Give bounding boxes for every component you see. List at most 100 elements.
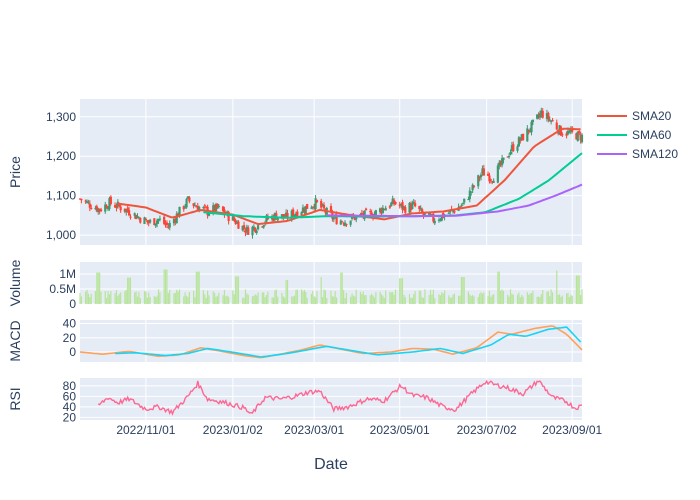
volume-bar — [389, 291, 391, 304]
macd-y-axis-label: MACD — [7, 320, 23, 361]
volume-bar — [214, 292, 216, 304]
x-tick-label: 2023/07/02 — [457, 423, 517, 437]
volume-bar — [421, 297, 423, 304]
candle-body — [400, 203, 403, 206]
candle-body — [294, 213, 298, 217]
candle-body — [300, 212, 303, 215]
candle-body — [388, 206, 391, 208]
volume-bar — [529, 293, 531, 304]
candle-body — [198, 207, 201, 212]
volume-bar — [323, 289, 325, 304]
candle-body — [540, 110, 543, 115]
volume-bar — [577, 275, 579, 304]
volume-bar — [195, 271, 197, 304]
candle-body — [113, 205, 117, 208]
candle-body — [499, 161, 502, 166]
candle-body — [178, 206, 181, 217]
volume-bar — [205, 297, 207, 304]
volume-bar — [295, 289, 297, 304]
volume-bar — [526, 292, 528, 304]
candle-body — [202, 207, 205, 209]
candle-body — [252, 226, 255, 229]
candle-body — [537, 115, 540, 117]
candle-body — [360, 213, 363, 216]
volume-bar — [365, 294, 367, 304]
candle-body — [339, 220, 342, 225]
rsi-y-tick-label: 20 — [63, 410, 77, 424]
legend-label-sma20[interactable]: SMA20 — [632, 109, 672, 123]
candle-body — [163, 216, 166, 224]
volume-bar — [442, 293, 444, 304]
macd-y-tick-label: 20 — [63, 331, 77, 345]
volume-bar — [282, 296, 284, 304]
volume-bar — [202, 290, 204, 304]
volume-bar — [467, 291, 470, 304]
candle-body — [470, 191, 473, 193]
candle-body — [565, 133, 568, 136]
volume-bar — [459, 295, 461, 304]
candle-body — [143, 217, 146, 225]
candle-body — [154, 223, 157, 226]
candle-body — [158, 218, 162, 220]
volume-bar — [106, 297, 108, 304]
candle-body — [409, 203, 413, 211]
volume-bar — [422, 297, 425, 304]
candle-body — [275, 213, 278, 220]
candle-body — [463, 198, 466, 203]
volume-bar — [208, 295, 210, 304]
volume-bar — [371, 293, 373, 304]
volume-bar — [124, 291, 126, 304]
volume-bar — [450, 297, 453, 304]
volume-bar — [233, 294, 235, 304]
candle-body — [172, 218, 176, 224]
candle-body — [144, 218, 148, 220]
candle-body — [580, 134, 584, 143]
volume-bar — [420, 290, 422, 304]
volume-bar — [192, 290, 195, 304]
volume-bar — [145, 291, 147, 304]
volume-bar — [473, 296, 475, 304]
candle-body — [95, 206, 98, 212]
legend-label-sma120[interactable]: SMA120 — [632, 147, 678, 161]
candle-body — [412, 201, 415, 204]
volume-bar — [463, 277, 465, 304]
volume-bar — [247, 294, 249, 304]
candle-body — [188, 197, 191, 202]
candle-body — [393, 200, 396, 204]
volume-bar — [257, 292, 259, 304]
volume-bar — [326, 298, 328, 304]
rsi-y-tick-label: 60 — [63, 389, 77, 403]
volume-bar — [79, 292, 81, 304]
volume-bar — [292, 296, 294, 304]
candle-body — [507, 155, 511, 157]
candle-body — [129, 216, 132, 218]
candle-body — [578, 131, 581, 134]
volume-bar — [521, 294, 523, 304]
volume-bar — [281, 292, 283, 304]
candle-body — [529, 130, 532, 132]
candle-body — [329, 206, 333, 213]
volume-bar — [519, 297, 521, 304]
volume-bar — [310, 293, 312, 304]
candle-body — [551, 120, 554, 122]
volume-bar — [518, 292, 520, 304]
candle-body — [106, 208, 110, 210]
volume-bar — [549, 296, 551, 304]
volume-bar — [251, 296, 254, 304]
volume-bar — [392, 292, 394, 304]
volume-bar — [313, 296, 315, 304]
legend-label-sma60[interactable]: SMA60 — [632, 128, 672, 142]
volume-bar — [382, 295, 384, 304]
volume-bar — [540, 294, 542, 304]
volume-bar — [330, 290, 332, 304]
volume-bar — [400, 278, 402, 304]
volume-bar — [439, 295, 441, 304]
volume-bar — [343, 289, 345, 304]
candle-body — [149, 219, 152, 223]
volume-bar — [264, 297, 266, 304]
candle-body — [290, 210, 293, 220]
candle-body — [559, 126, 563, 136]
volume-bar — [373, 297, 376, 304]
volume-bar — [333, 296, 335, 304]
volume-bar — [479, 293, 481, 304]
